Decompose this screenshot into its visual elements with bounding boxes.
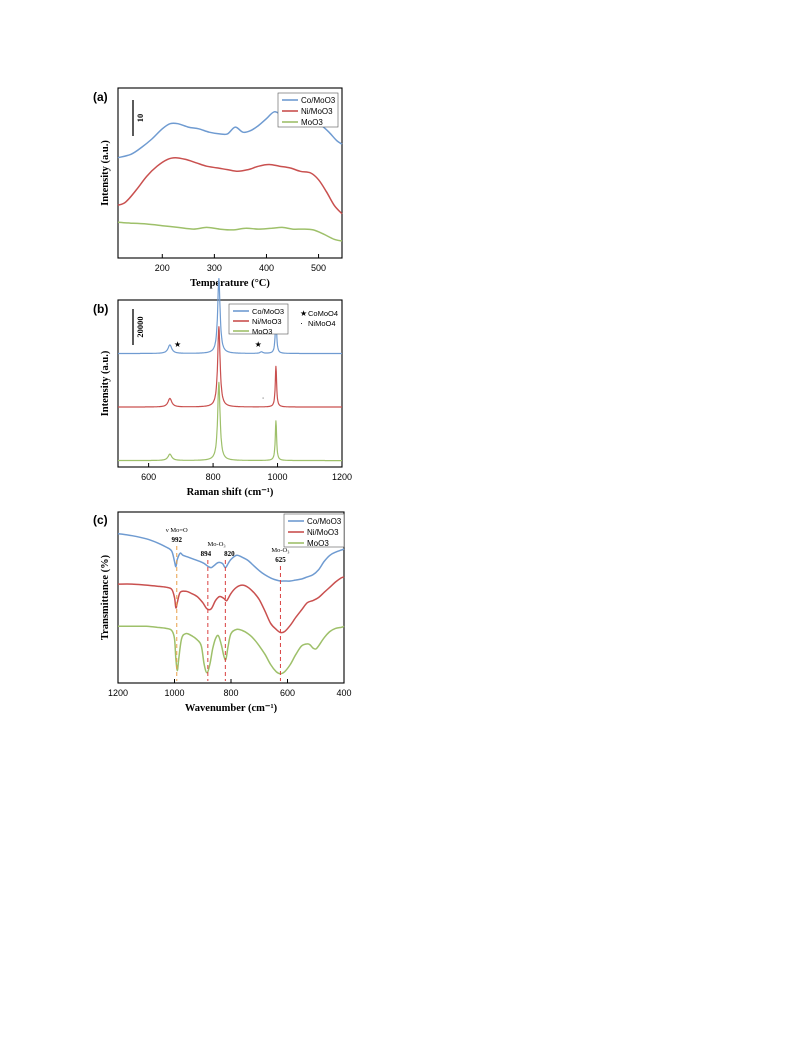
band-value: 820 [224,550,235,558]
scale-bar-label: 20000 [135,316,145,337]
panel-c: (c) 1200 1000 800 600 400 Wavenumber (cm⁻¹) Tra… [93,511,352,714]
series-line-mo [117,221,343,242]
peak-marker: ★ [174,340,181,349]
plot-frame [117,299,343,468]
legend-entry: Co/MoO3 [301,96,336,105]
y-axis-label: Intensity (a.u.) [100,350,111,416]
legend-entry: Co/MoO3 [307,517,342,526]
x-tick-label: 800 [206,472,221,482]
legend-entry: Ni/MoO3 [307,528,339,537]
scale-bar-label: 10 [135,114,145,123]
panel-a: (a) 200 300 400 500 Temperature (°C) Intensity… [93,87,343,289]
legend-entry: Co/MoO3 [252,307,284,316]
panel-label: (a) [93,90,108,104]
band-label: Mo-O₃ [208,541,226,548]
series-line-ni [117,576,345,634]
series-line-mo [117,381,343,462]
series-line-ni [117,156,343,215]
marker-legend-symbol: · [300,318,303,328]
panel-label: (c) [93,513,108,527]
x-tick-label: 400 [336,688,351,698]
band-value: 894 [201,550,212,558]
x-tick-label: 200 [155,263,170,273]
plot-frame [117,87,343,259]
x-tick-label: 1200 [332,472,352,482]
band-label: ν Mo=O [166,527,188,534]
legend-box [283,513,345,548]
legend-entry: MoO3 [301,118,323,127]
legend-entry: MoO3 [307,539,329,548]
x-tick-label: 1200 [108,688,128,698]
x-tick-label: 300 [207,263,222,273]
legend-entry: Ni/MoO3 [301,107,333,116]
marker-legend-symbol: ★ [300,309,307,318]
band-label: Mo-O₃ [271,547,289,554]
y-axis-label: Intensity (a.u.) [100,140,111,206]
x-tick-label: 400 [259,263,274,273]
x-tick-label: 600 [141,472,156,482]
peak-marker: · [262,394,265,403]
series-line-ni [117,326,343,408]
x-tick-label: 500 [311,263,326,273]
marker-legend-label: CoMoO4 [308,309,338,318]
peak-marker: ★ [255,340,262,349]
x-tick-label: 800 [223,688,238,698]
y-axis-label: Transmittance (%) [100,554,111,640]
legend-entry: MoO3 [252,327,272,336]
panel-b: (b) 600 800 1000 1200 Raman shift (cm⁻¹) Inten… [93,278,352,498]
series-line-co [117,532,345,582]
x-axis-label: Raman shift (cm⁻¹) [187,487,274,498]
legend-entry: Ni/MoO3 [252,317,282,326]
x-axis-label: Temperature (°C) [190,278,270,289]
legend-box [228,303,289,335]
band-value: 625 [275,556,286,564]
x-tick-label: 1000 [268,472,288,482]
x-tick-label: 600 [280,688,295,698]
band-value: 992 [172,536,183,544]
x-tick-label: 1000 [164,688,184,698]
marker-legend-label: NiMoO4 [308,319,336,328]
series-line-co [117,278,343,355]
x-axis-label: Wavenumber (cm⁻¹) [185,703,278,714]
series-line-mo [118,625,345,675]
panel-label: (b) [93,302,108,316]
